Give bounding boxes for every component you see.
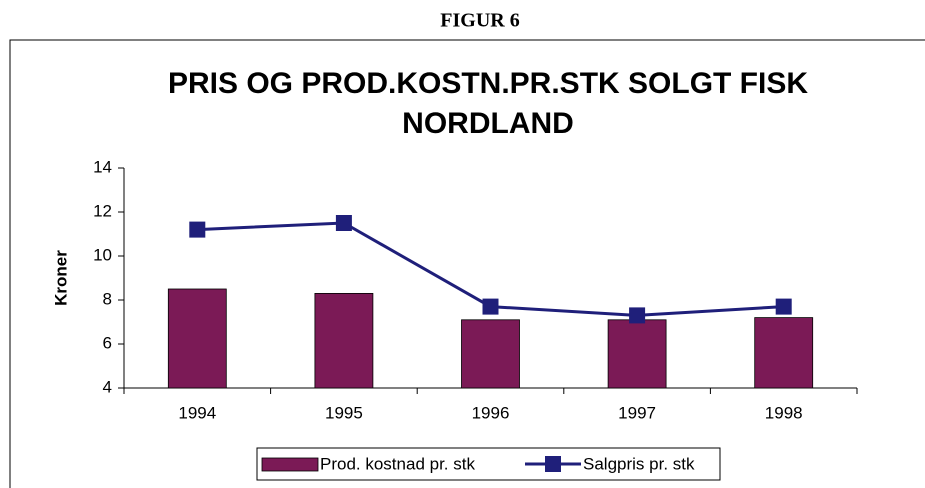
x-tick-label: 1997: [618, 403, 656, 422]
x-tick-label: 1994: [178, 403, 216, 422]
y-tick-label: 8: [103, 289, 112, 308]
legend-label: Prod. kostnad pr. stk: [320, 454, 475, 473]
chart-title: NORDLAND: [402, 107, 574, 140]
y-tick-label: 6: [103, 333, 112, 352]
bar: [607, 319, 667, 389]
bar: [167, 288, 227, 389]
x-tick-label: 1996: [472, 403, 510, 422]
legend-box: [256, 447, 721, 481]
marker: [629, 307, 646, 324]
figure-header: FIGUR 6: [440, 10, 519, 32]
y-tick-label: 4: [103, 377, 112, 396]
bar: [314, 292, 374, 389]
marker: [335, 215, 352, 231]
legend-swatch: [545, 456, 561, 472]
x-tick-label: 1998: [765, 403, 803, 422]
y-tick-label: 12: [93, 201, 112, 220]
legend-label: Salgpris pr. stk: [583, 454, 695, 473]
chart-frame: [9, 39, 925, 488]
chart-title: PRIS OG PROD.KOSTN.PR.STK SOLGT FISK: [168, 67, 808, 100]
y-tick-label: 14: [93, 157, 112, 176]
marker: [482, 298, 499, 315]
legend-swatch: [261, 457, 319, 472]
x-tick-label: 1995: [325, 403, 363, 422]
marker: [189, 221, 206, 238]
y-axis-label: Kroner: [51, 250, 70, 306]
bar: [461, 319, 520, 389]
y-tick-label: 10: [93, 245, 112, 264]
marker: [775, 298, 792, 315]
bar: [754, 317, 814, 389]
